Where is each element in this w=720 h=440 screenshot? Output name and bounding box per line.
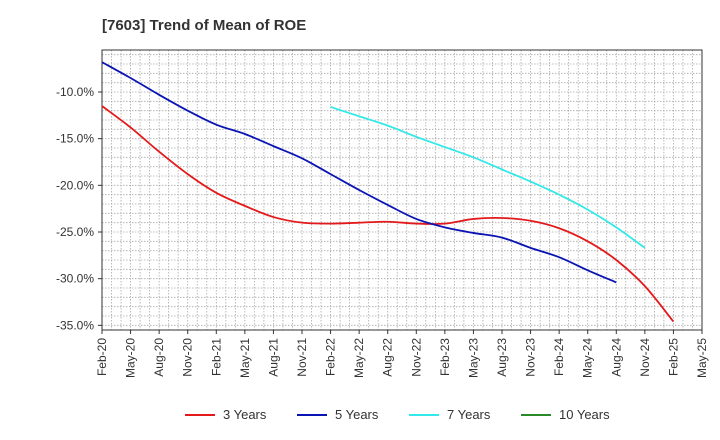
y-tick-label: -25.0% (56, 225, 94, 239)
x-tick-label: May-21 (238, 338, 252, 378)
legend-label-5-years: 5 Years (335, 407, 379, 422)
y-tick-label: -30.0% (56, 272, 94, 286)
legend-label-3-years: 3 Years (223, 407, 267, 422)
x-tick-label: Feb-21 (209, 338, 223, 376)
x-tick-label: Feb-24 (552, 338, 566, 376)
x-tick-label: Nov-22 (409, 338, 423, 377)
x-tick-label: Feb-23 (438, 338, 452, 376)
x-tick-label: Aug-20 (152, 338, 166, 377)
series-lines (101, 61, 675, 323)
series-line-3-years (101, 105, 675, 323)
x-tick-label: Nov-20 (181, 338, 195, 377)
chart-title: [7603] Trend of Mean of ROE (102, 17, 306, 34)
legend-label-10-years: 10 Years (559, 407, 610, 422)
x-tick-label: Aug-22 (381, 338, 395, 377)
x-tick-label: Aug-23 (495, 338, 509, 377)
y-tick-label: -35.0% (56, 318, 94, 332)
y-tick-label: -20.0% (56, 178, 94, 192)
x-tick-label: Nov-21 (295, 338, 309, 377)
x-tick-label: May-23 (466, 338, 480, 378)
series-line-5-years (101, 61, 617, 284)
x-tick-label: Aug-24 (609, 338, 623, 377)
legend-label-7-years: 7 Years (447, 407, 491, 422)
y-tick-label: -15.0% (56, 132, 94, 146)
x-tick-label: Aug-21 (266, 338, 280, 377)
series-line-7-years (330, 106, 646, 249)
axes: -35.0% -30.0% -25.0% -20.0% -15.0% -10.0% Feb-… (56, 49, 709, 378)
x-tick-label: May-24 (581, 338, 595, 378)
plot-frame (101, 49, 703, 331)
x-tick-label: May-20 (124, 338, 138, 378)
legend: 3 Years 5 Years 7 Years 10 Years (185, 407, 610, 422)
x-tick-label: Feb-22 (324, 338, 338, 376)
x-tick-label: Nov-24 (638, 338, 652, 377)
x-tick-label: Nov-23 (524, 338, 538, 377)
x-tick-label: Feb-25 (666, 338, 680, 376)
x-tick-label: Feb-20 (95, 338, 109, 376)
y-tick-label: -10.0% (56, 85, 94, 99)
x-tick-label: May-25 (695, 338, 709, 378)
x-tick-label: May-22 (352, 338, 366, 378)
grid-lines (101, 50, 703, 330)
